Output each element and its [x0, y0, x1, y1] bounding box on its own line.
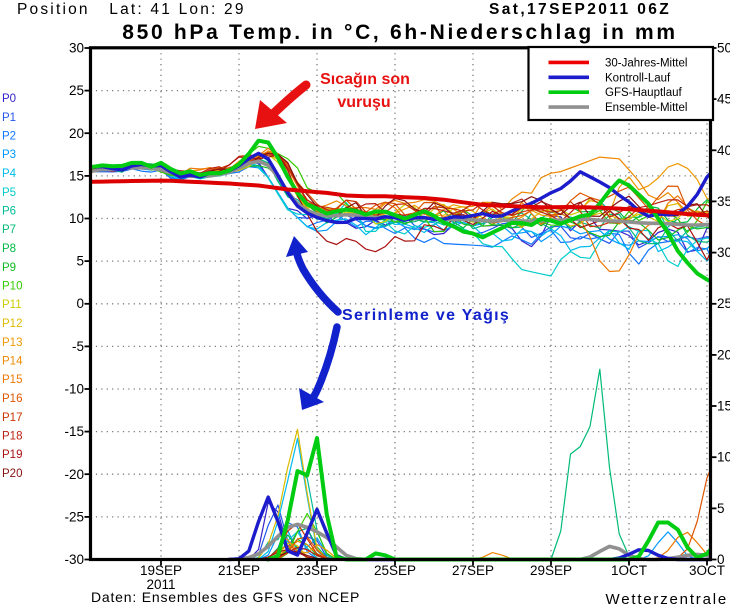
- svg-text:Position Lat: 41 Lon: 29: Position Lat: 41 Lon: 29: [17, 1, 246, 18]
- svg-text:10: 10: [717, 450, 730, 465]
- svg-text:19SEP: 19SEP: [140, 563, 182, 578]
- svg-text:P9: P9: [2, 262, 16, 274]
- svg-text:P15: P15: [2, 374, 22, 386]
- svg-text:25SEP: 25SEP: [374, 563, 416, 578]
- svg-text:P3: P3: [2, 149, 16, 161]
- svg-text:-10: -10: [64, 382, 84, 397]
- svg-text:-25: -25: [64, 509, 84, 524]
- svg-text:5: 5: [76, 254, 84, 269]
- svg-text:10: 10: [69, 211, 84, 226]
- svg-text:Sat,17SEP2011 06Z: Sat,17SEP2011 06Z: [489, 1, 671, 18]
- svg-text:Kontroll-Lauf: Kontroll-Lauf: [605, 72, 671, 84]
- svg-text:45: 45: [717, 92, 730, 107]
- svg-text:P13: P13: [2, 337, 22, 349]
- svg-text:25: 25: [69, 83, 84, 98]
- svg-text:Wetterzentrale: Wetterzentrale: [606, 591, 728, 608]
- svg-text:20: 20: [717, 347, 730, 362]
- svg-text:P6: P6: [2, 206, 16, 218]
- svg-text:1OCT: 1OCT: [611, 563, 647, 578]
- svg-text:0: 0: [76, 296, 84, 311]
- svg-text:P19: P19: [2, 449, 22, 461]
- svg-text:2011: 2011: [146, 577, 175, 592]
- svg-text:P4: P4: [2, 168, 17, 180]
- svg-text:35: 35: [717, 194, 730, 209]
- svg-text:15: 15: [69, 168, 84, 183]
- svg-text:Ensemble-Mittel: Ensemble-Mittel: [605, 102, 687, 114]
- svg-text:30: 30: [717, 245, 730, 260]
- svg-text:GFS-Hauptlauf: GFS-Hauptlauf: [605, 87, 683, 99]
- svg-text:P2: P2: [2, 131, 16, 143]
- svg-text:-30: -30: [64, 552, 84, 567]
- svg-text:23SEP: 23SEP: [296, 563, 338, 578]
- svg-text:P20: P20: [2, 468, 22, 480]
- svg-text:P7: P7: [2, 224, 16, 236]
- svg-text:-20: -20: [64, 467, 84, 482]
- svg-text:Serinleme ve Yağış: Serinleme ve Yağış: [342, 307, 510, 324]
- svg-text:Sıcağın son: Sıcağın son: [320, 71, 410, 88]
- svg-text:-15: -15: [64, 424, 84, 439]
- svg-text:0: 0: [717, 552, 725, 567]
- svg-text:850 hPa Temp. in °C, 6h-Nieder: 850 hPa Temp. in °C, 6h-Niederschlag in …: [122, 21, 678, 44]
- svg-text:30-Jahres-Mittel: 30-Jahres-Mittel: [605, 57, 687, 69]
- svg-text:21SEP: 21SEP: [218, 563, 260, 578]
- svg-text:P11: P11: [2, 299, 22, 311]
- svg-text:-5: -5: [72, 339, 84, 354]
- svg-text:P17: P17: [2, 412, 22, 424]
- svg-text:P5: P5: [2, 187, 16, 199]
- svg-text:27SEP: 27SEP: [452, 563, 494, 578]
- svg-text:P0: P0: [2, 93, 16, 105]
- svg-text:P8: P8: [2, 243, 16, 255]
- svg-text:P12: P12: [2, 318, 22, 330]
- svg-text:30: 30: [69, 41, 84, 56]
- svg-text:P18: P18: [2, 431, 22, 443]
- svg-text:P10: P10: [2, 281, 22, 293]
- svg-text:25: 25: [717, 296, 730, 311]
- svg-text:P1: P1: [2, 112, 16, 124]
- svg-text:15: 15: [717, 399, 730, 414]
- svg-text:P16: P16: [2, 393, 22, 405]
- svg-text:5: 5: [717, 501, 725, 516]
- svg-text:20: 20: [69, 126, 84, 141]
- svg-text:3OCT: 3OCT: [689, 563, 725, 578]
- svg-text:Daten: Ensembles des GFS von N: Daten: Ensembles des GFS von NCEP: [91, 589, 360, 605]
- svg-text:40: 40: [717, 143, 730, 158]
- svg-text:29SEP: 29SEP: [530, 563, 572, 578]
- svg-text:P14: P14: [2, 356, 23, 368]
- svg-text:vuruşu: vuruşu: [337, 94, 390, 111]
- svg-text:50: 50: [717, 41, 730, 56]
